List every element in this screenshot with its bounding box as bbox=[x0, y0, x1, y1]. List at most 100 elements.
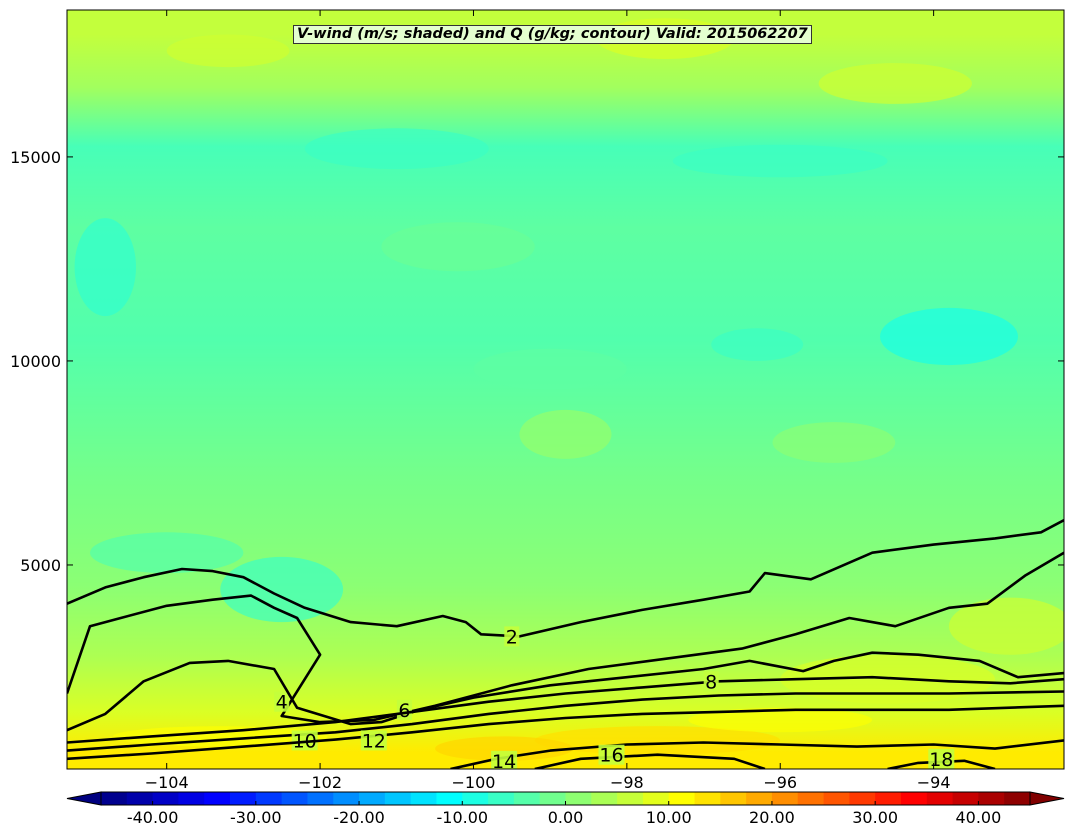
colorbar-segment bbox=[333, 792, 360, 805]
colorbar-segment bbox=[1004, 792, 1031, 805]
contour-line-8 bbox=[67, 675, 1064, 744]
contour-label-bg bbox=[504, 626, 520, 647]
colorbar-segment bbox=[126, 792, 154, 805]
colorbar-segment bbox=[952, 792, 979, 805]
colorbar-segment bbox=[978, 792, 1005, 805]
shading-patch bbox=[435, 736, 574, 761]
colorbar-extend-max bbox=[1029, 791, 1065, 806]
y-tick-label: 5000 bbox=[20, 556, 61, 575]
colorbar-tick-label: -40.00 bbox=[127, 808, 179, 827]
colorbar-segment bbox=[436, 792, 463, 805]
x-axis: −104 −102 −100 −98 −96 −94 bbox=[145, 10, 951, 792]
colorbar-segment bbox=[900, 792, 928, 805]
colorbar-segment bbox=[539, 792, 566, 805]
colorbar-segment bbox=[849, 792, 876, 805]
shading-patch bbox=[381, 222, 535, 272]
contour-label-bg bbox=[274, 691, 290, 712]
colorbar-segment bbox=[591, 792, 618, 805]
colorbar-segment bbox=[565, 792, 592, 805]
x-tick-label: −94 bbox=[917, 773, 951, 792]
x-tick-label: −98 bbox=[610, 773, 644, 792]
shading-patch bbox=[818, 63, 972, 104]
contour-line-4 bbox=[67, 551, 1064, 724]
colorbar-segment bbox=[488, 792, 515, 805]
colorbar-segment bbox=[797, 792, 824, 805]
colorbar: -40.00 -30.00 -20.00 -10.00 0.00 10.00 20.00 30… bbox=[66, 791, 1065, 827]
shading-patch bbox=[220, 556, 344, 623]
contour-label-bg bbox=[291, 730, 318, 751]
shading-patch bbox=[772, 422, 896, 463]
colorbar-segment bbox=[178, 792, 205, 805]
colorbar-segment bbox=[694, 792, 721, 805]
x-tick-label: −104 bbox=[145, 773, 189, 792]
shading-patch bbox=[112, 726, 328, 747]
shading-patch bbox=[688, 707, 873, 733]
colorbar-segment bbox=[255, 792, 283, 805]
shading-patch bbox=[519, 409, 612, 459]
chart-title: V-wind (m/s; shaded) and Q (g/kg; contou… bbox=[293, 25, 812, 44]
contour-label-4: 4 bbox=[276, 692, 288, 714]
colorbar-segment bbox=[513, 792, 541, 805]
colorbar-tick-label: -10.00 bbox=[436, 808, 488, 827]
colorbar-segment bbox=[875, 792, 902, 805]
contour-line-16 bbox=[534, 753, 766, 769]
shading-patch bbox=[948, 597, 1064, 655]
v-wind-shading bbox=[67, 10, 1064, 769]
contour-line-14 bbox=[450, 739, 1064, 769]
x-tick-label: −100 bbox=[451, 773, 495, 792]
colorbar-segment bbox=[307, 792, 334, 805]
colorbar-segment bbox=[281, 792, 308, 805]
shading-patch bbox=[672, 144, 888, 178]
colorbar-tick-label: -30.00 bbox=[230, 808, 282, 827]
colorbar-segment bbox=[230, 792, 257, 805]
contour-label-16: 16 bbox=[599, 745, 623, 767]
contour-label-8: 8 bbox=[705, 671, 717, 693]
contour-label-bg bbox=[928, 748, 955, 769]
colorbar-tick-label: 0.00 bbox=[548, 808, 584, 827]
y-tick-label: 10000 bbox=[10, 352, 61, 371]
shading-patch bbox=[90, 532, 244, 574]
colorbar-extend-min bbox=[66, 791, 102, 806]
colorbar-segment bbox=[642, 792, 670, 805]
y-tick-label: 15000 bbox=[10, 148, 61, 167]
shading-patch bbox=[473, 348, 627, 390]
contour-label-18: 18 bbox=[929, 749, 953, 771]
contour-line-10 bbox=[67, 690, 1064, 752]
x-tick-label: −102 bbox=[298, 773, 342, 792]
contour-line-12 bbox=[67, 704, 1064, 761]
contour-label-bg bbox=[491, 750, 518, 769]
colorbar-segment bbox=[410, 792, 437, 805]
colorbar-segment bbox=[720, 792, 747, 805]
shading-patch bbox=[711, 328, 804, 361]
colorbar-segment bbox=[771, 792, 799, 805]
colorbar-segment bbox=[823, 792, 850, 805]
colorbar-segment bbox=[926, 792, 953, 805]
colorbar-segment bbox=[359, 792, 386, 805]
contour-label-bg bbox=[703, 671, 719, 692]
shading-patch bbox=[166, 34, 290, 68]
colorbar-segment bbox=[746, 792, 773, 805]
shading-patch bbox=[304, 128, 489, 170]
v-wind-shading-blobs bbox=[74, 18, 1064, 761]
colorbar-tick-label: 40.00 bbox=[955, 808, 1001, 827]
contour-label-6: 6 bbox=[398, 700, 410, 722]
shading-patch bbox=[880, 307, 1018, 366]
plot-frame bbox=[66, 9, 1065, 770]
contour-label-bg bbox=[598, 744, 625, 765]
colorbar-segment bbox=[152, 792, 179, 805]
y-axis: 5000 10000 15000 bbox=[10, 148, 1064, 575]
colorbar-tick-label: 20.00 bbox=[749, 808, 795, 827]
colorbar-segment bbox=[101, 792, 128, 805]
colorbar-tick-label: 10.00 bbox=[646, 808, 692, 827]
contour-label-12: 12 bbox=[362, 730, 386, 752]
contour-line-6 bbox=[67, 651, 1064, 732]
contour-label-bg bbox=[396, 699, 412, 720]
shading-patch bbox=[74, 218, 136, 317]
colorbar-segment bbox=[617, 792, 644, 805]
x-tick-label: −96 bbox=[763, 773, 797, 792]
contour-label-2: 2 bbox=[506, 626, 518, 648]
colorbar-segment bbox=[384, 792, 412, 805]
